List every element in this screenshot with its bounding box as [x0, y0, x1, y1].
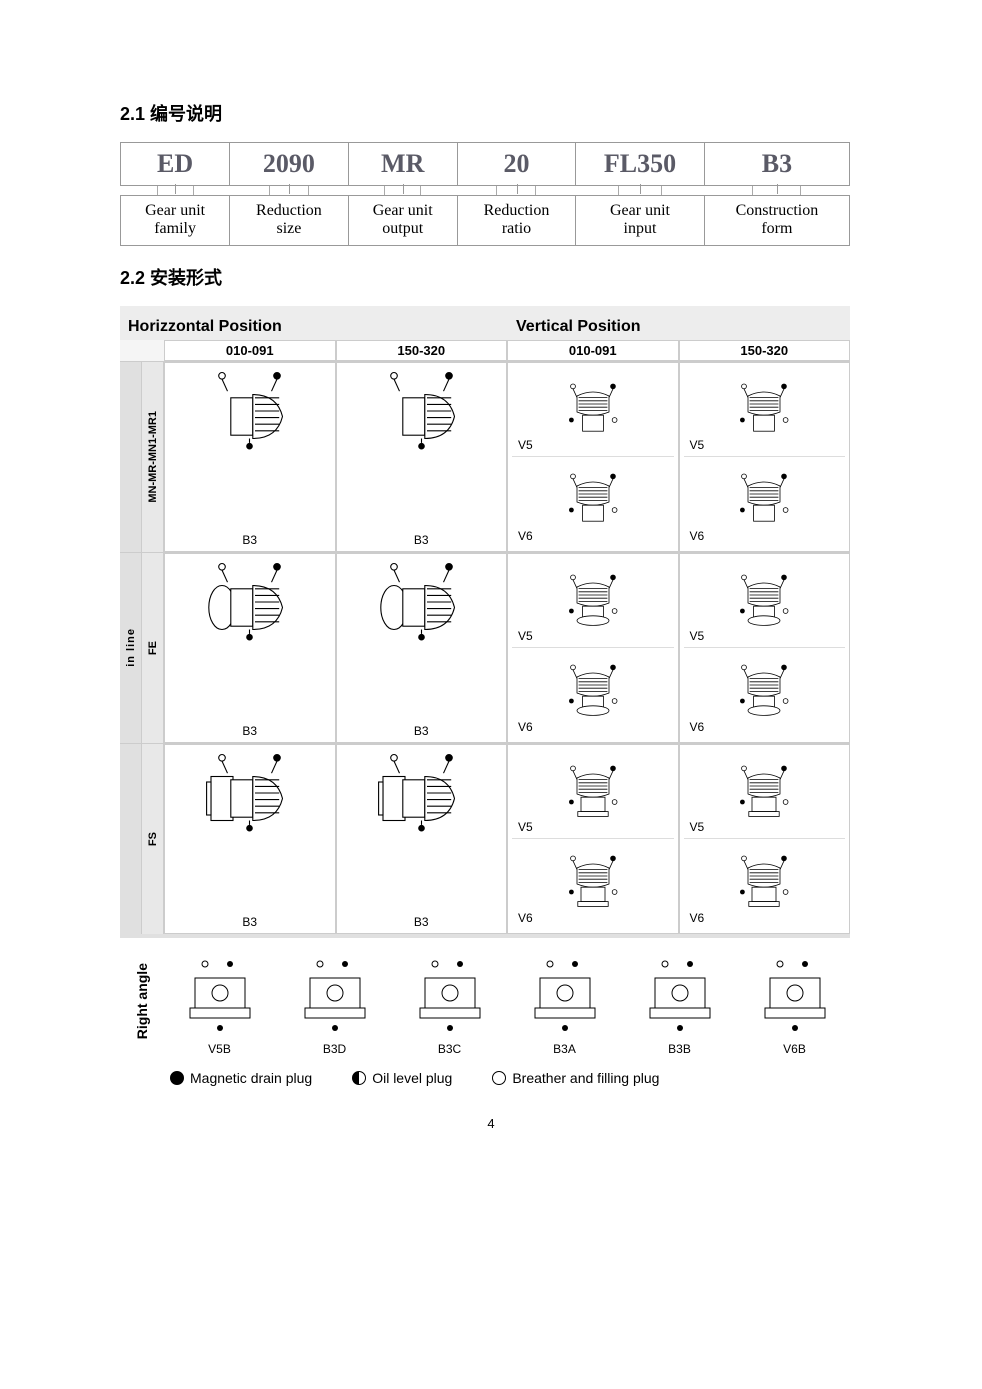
mounting-cell: V5 V6 — [507, 362, 679, 552]
mounting-code-label: V6 — [518, 911, 533, 925]
page-number: 4 — [120, 1116, 862, 1131]
right-angle-cell: B3C — [394, 946, 505, 1056]
mounting-cell: B3 — [336, 553, 508, 743]
desc-row: Gear unitfamily Reductionsize Gear unito… — [121, 196, 850, 246]
right-angle-cell: B3D — [279, 946, 390, 1056]
desc-cell: Gear unitfamily — [121, 196, 230, 246]
mounting-code-label: V5 — [518, 629, 533, 643]
inline-group-label — [120, 744, 142, 934]
mounting-cell: V5 V6 — [679, 362, 851, 552]
mounting-cell: B3 — [336, 744, 508, 934]
code-row: ED 2090 MR 20 FL350 B3 — [121, 143, 850, 186]
mounting-code-label: B3 — [242, 533, 257, 547]
variant-sub-label: MN-MR-MN1-MR1 — [142, 362, 164, 552]
mounting-code-label: B3B — [668, 1042, 691, 1056]
position-header-row: Horizzontal Position Vertical Position — [120, 312, 850, 340]
size-header: 150-320 — [679, 340, 851, 361]
right-angle-cell: B3B — [624, 946, 735, 1056]
mounting-cell: B3 — [164, 362, 336, 552]
horizontal-position-header: Horizzontal Position — [120, 312, 500, 340]
mounting-matrix: Horizzontal Position Vertical Position 0… — [120, 306, 850, 1096]
size-header: 010-091 — [507, 340, 679, 361]
section-2-1-heading: 2.1 编号说明 — [120, 100, 862, 126]
mounting-code-label: B3C — [438, 1042, 461, 1056]
legend-item: Oil level plug — [352, 1070, 452, 1086]
size-header: 150-320 — [336, 340, 508, 361]
legend-text: Oil level plug — [372, 1070, 452, 1086]
right-angle-cell: B3A — [509, 946, 620, 1056]
mounting-code-label: V6B — [783, 1042, 806, 1056]
mounting-code-label: V5 — [690, 438, 705, 452]
mounting-code-label: V5 — [690, 629, 705, 643]
variant-row: MN-MR-MN1-MR1 B3 B3 V5 V6 V5 V6 — [120, 361, 850, 552]
variant-sub-label: FS — [142, 744, 164, 934]
size-header: 010-091 — [164, 340, 336, 361]
mounting-cell: V5 V6 — [507, 744, 679, 934]
code-cell: FL350 — [576, 143, 705, 186]
mounting-code-label: B3 — [414, 915, 429, 929]
mounting-cell: B3 — [164, 744, 336, 934]
mounting-code-label: V6 — [518, 720, 533, 734]
mounting-cell: V5 V6 — [507, 553, 679, 743]
section-2-2-heading: 2.2 安装形式 — [120, 264, 862, 290]
code-cell: 20 — [457, 143, 575, 186]
right-angle-cell: V6B — [739, 946, 850, 1056]
legend-swatch — [492, 1071, 506, 1085]
legend-text: Breather and filling plug — [512, 1070, 659, 1086]
mounting-code-label: V5 — [518, 820, 533, 834]
mounting-code-label: B3 — [414, 724, 429, 738]
right-angle-cell: V5B — [164, 946, 275, 1056]
code-cell: MR — [348, 143, 457, 186]
mounting-code-label: B3 — [414, 533, 429, 547]
mounting-cell: B3 — [164, 553, 336, 743]
right-angle-row: Right angle V5B B3D B3C B3A B3B V6B — [120, 934, 850, 1064]
code-cell: ED — [121, 143, 230, 186]
mounting-code-label: B3 — [242, 915, 257, 929]
tick-row — [121, 186, 850, 196]
variant-sub-label: FE — [142, 553, 164, 743]
mounting-code-label: V6 — [690, 720, 705, 734]
mounting-code-label: B3 — [242, 724, 257, 738]
code-cell: 2090 — [230, 143, 348, 186]
right-angle-label: Right angle — [120, 946, 164, 1056]
inline-group-label: in line — [120, 553, 142, 743]
desc-cell: Reductionratio — [457, 196, 575, 246]
vertical-position-header: Vertical Position — [508, 312, 648, 340]
code-cell: B3 — [704, 143, 849, 186]
desc-cell: Gear unitoutput — [348, 196, 457, 246]
desc-cell: Constructionform — [704, 196, 849, 246]
mounting-cell: B3 — [336, 362, 508, 552]
legend-text: Magnetic drain plug — [190, 1070, 312, 1086]
code-designation-table: ED 2090 MR 20 FL350 B3 Gear unitfamily R… — [120, 142, 850, 246]
mounting-code-label: B3A — [553, 1042, 576, 1056]
mounting-code-label: V6 — [690, 911, 705, 925]
variant-row: in lineFE B3 B3 V5 V6 V5 V6 — [120, 552, 850, 743]
size-header-row: 010-091 150-320 010-091 150-320 — [120, 340, 850, 361]
legend-swatch — [170, 1071, 184, 1085]
mounting-code-label: V5B — [208, 1042, 231, 1056]
mounting-code-label: B3D — [323, 1042, 346, 1056]
mounting-cell: V5 V6 — [679, 553, 851, 743]
mounting-code-label: V6 — [690, 529, 705, 543]
legend-item: Breather and filling plug — [492, 1070, 659, 1086]
desc-cell: Gear unitinput — [576, 196, 705, 246]
desc-cell: Reductionsize — [230, 196, 348, 246]
mounting-code-label: V5 — [690, 820, 705, 834]
legend-item: Magnetic drain plug — [170, 1070, 312, 1086]
mounting-code-label: V6 — [518, 529, 533, 543]
variant-row: FS B3 B3 V5 V6 V5 V6 — [120, 743, 850, 934]
inline-group-label — [120, 362, 142, 552]
legend-swatch — [352, 1071, 366, 1085]
plug-legend: Magnetic drain plug Oil level plug Breathe… — [120, 1064, 850, 1096]
mounting-cell: V5 V6 — [679, 744, 851, 934]
mounting-code-label: V5 — [518, 438, 533, 452]
